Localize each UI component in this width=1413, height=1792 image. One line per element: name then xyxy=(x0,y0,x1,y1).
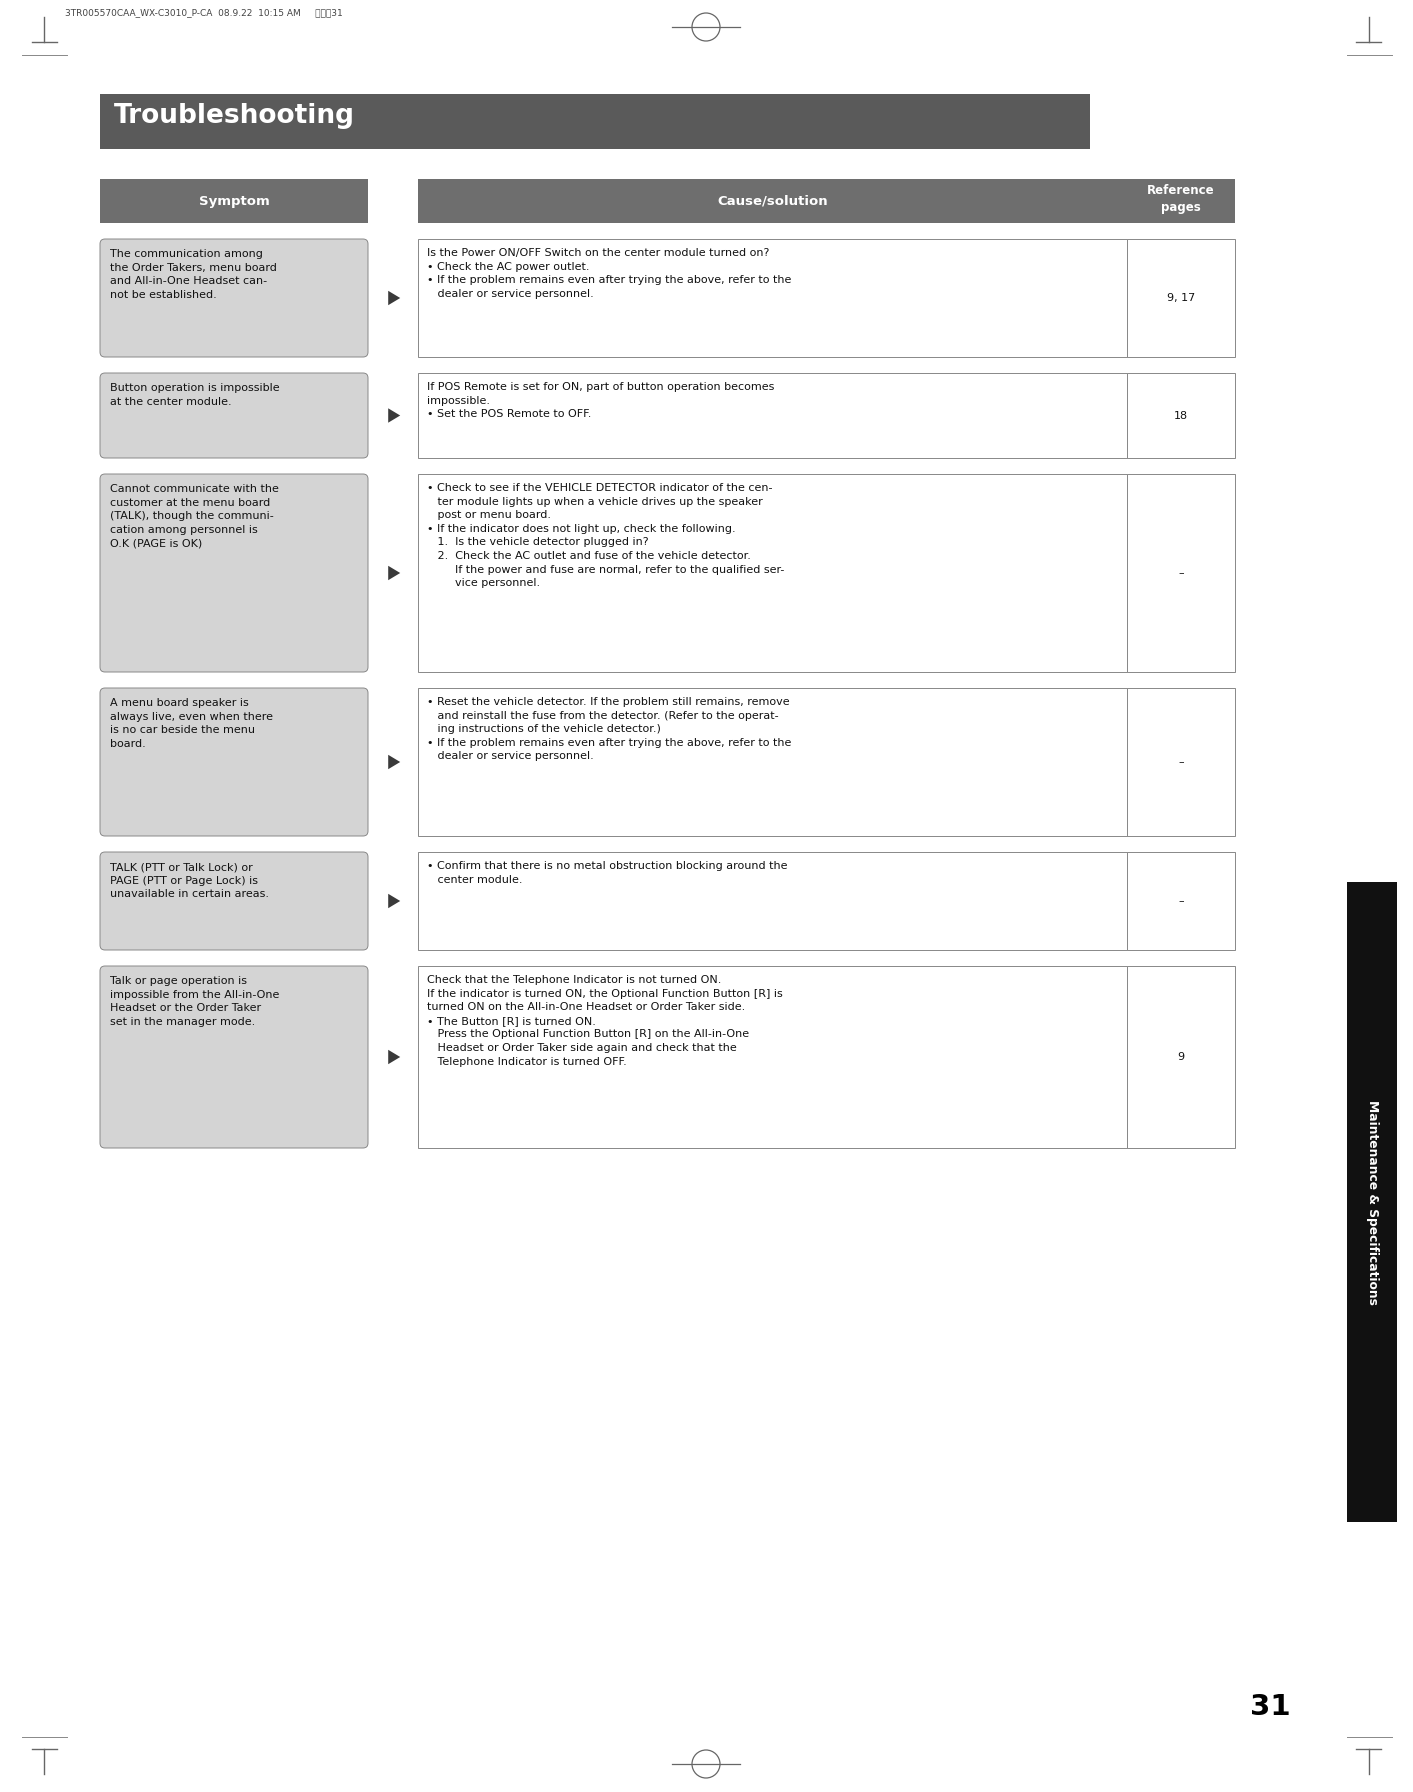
Text: 9: 9 xyxy=(1177,1052,1184,1063)
Bar xyxy=(418,179,1235,222)
FancyBboxPatch shape xyxy=(100,373,367,459)
Text: • Confirm that there is no metal obstruction blocking around the
   center modul: • Confirm that there is no metal obstruc… xyxy=(427,860,787,885)
Bar xyxy=(1128,851,1235,950)
Polygon shape xyxy=(389,566,400,581)
Bar xyxy=(418,238,1128,357)
Polygon shape xyxy=(389,894,400,909)
Text: Is the Power ON/OFF Switch on the center module turned on?
• Check the AC power : Is the Power ON/OFF Switch on the center… xyxy=(427,247,791,299)
Text: TALK (PTT or Talk Lock) or
PAGE (PTT or Page Lock) is
unavailable in certain are: TALK (PTT or Talk Lock) or PAGE (PTT or … xyxy=(110,862,268,900)
Polygon shape xyxy=(389,754,400,769)
Text: Troubleshooting: Troubleshooting xyxy=(114,102,355,129)
Bar xyxy=(418,373,1128,459)
Bar xyxy=(418,475,1128,672)
Bar xyxy=(418,688,1128,837)
FancyBboxPatch shape xyxy=(100,475,367,672)
Bar xyxy=(1128,238,1235,357)
Bar xyxy=(418,966,1128,1149)
Text: • Check to see if the VEHICLE DETECTOR indicator of the cen-
   ter module light: • Check to see if the VEHICLE DETECTOR i… xyxy=(427,484,784,588)
Text: Button operation is impossible
at the center module.: Button operation is impossible at the ce… xyxy=(110,383,280,407)
Text: Cause/solution: Cause/solution xyxy=(718,195,828,208)
Polygon shape xyxy=(389,1050,400,1064)
FancyBboxPatch shape xyxy=(100,966,367,1149)
Bar xyxy=(100,179,367,222)
Text: 18: 18 xyxy=(1174,410,1188,421)
Text: –: – xyxy=(1178,896,1184,907)
Bar xyxy=(1128,475,1235,672)
Text: • Reset the vehicle detector. If the problem still remains, remove
   and reinst: • Reset the vehicle detector. If the pro… xyxy=(427,697,791,762)
Text: Check that the Telephone Indicator is not turned ON.
If the indicator is turned : Check that the Telephone Indicator is no… xyxy=(427,975,783,1066)
Bar xyxy=(1128,688,1235,837)
Bar xyxy=(1347,882,1397,1521)
Polygon shape xyxy=(389,409,400,423)
Polygon shape xyxy=(389,290,400,305)
Text: Reference
pages: Reference pages xyxy=(1147,185,1215,213)
Text: A menu board speaker is
always live, even when there
is no car beside the menu
b: A menu board speaker is always live, eve… xyxy=(110,699,273,749)
FancyBboxPatch shape xyxy=(100,851,367,950)
Text: 9, 17: 9, 17 xyxy=(1167,294,1195,303)
FancyBboxPatch shape xyxy=(100,238,367,357)
Bar xyxy=(418,851,1128,950)
Text: –: – xyxy=(1178,568,1184,579)
Text: If POS Remote is set for ON, part of button operation becomes
impossible.
• Set : If POS Remote is set for ON, part of but… xyxy=(427,382,774,419)
Text: Maintenance & Specifications: Maintenance & Specifications xyxy=(1365,1100,1379,1305)
Bar xyxy=(1128,373,1235,459)
Bar xyxy=(100,93,1089,149)
Text: The communication among
the Order Takers, menu board
and All-in-One Headset can-: The communication among the Order Takers… xyxy=(110,249,277,299)
FancyBboxPatch shape xyxy=(100,688,367,837)
Text: Symptom: Symptom xyxy=(199,195,270,208)
Text: –: – xyxy=(1178,756,1184,767)
Bar xyxy=(1128,966,1235,1149)
Text: 3TR005570CAA_WX-C3010_P-CA  08.9.22  10:15 AM     ペーシ31: 3TR005570CAA_WX-C3010_P-CA 08.9.22 10:15… xyxy=(65,7,343,16)
Text: Talk or page operation is
impossible from the All-in-One
Headset or the Order Ta: Talk or page operation is impossible fro… xyxy=(110,977,280,1027)
Text: Cannot communicate with the
customer at the menu board
(TALK), though the commun: Cannot communicate with the customer at … xyxy=(110,484,278,548)
Text: 31: 31 xyxy=(1249,1693,1290,1720)
